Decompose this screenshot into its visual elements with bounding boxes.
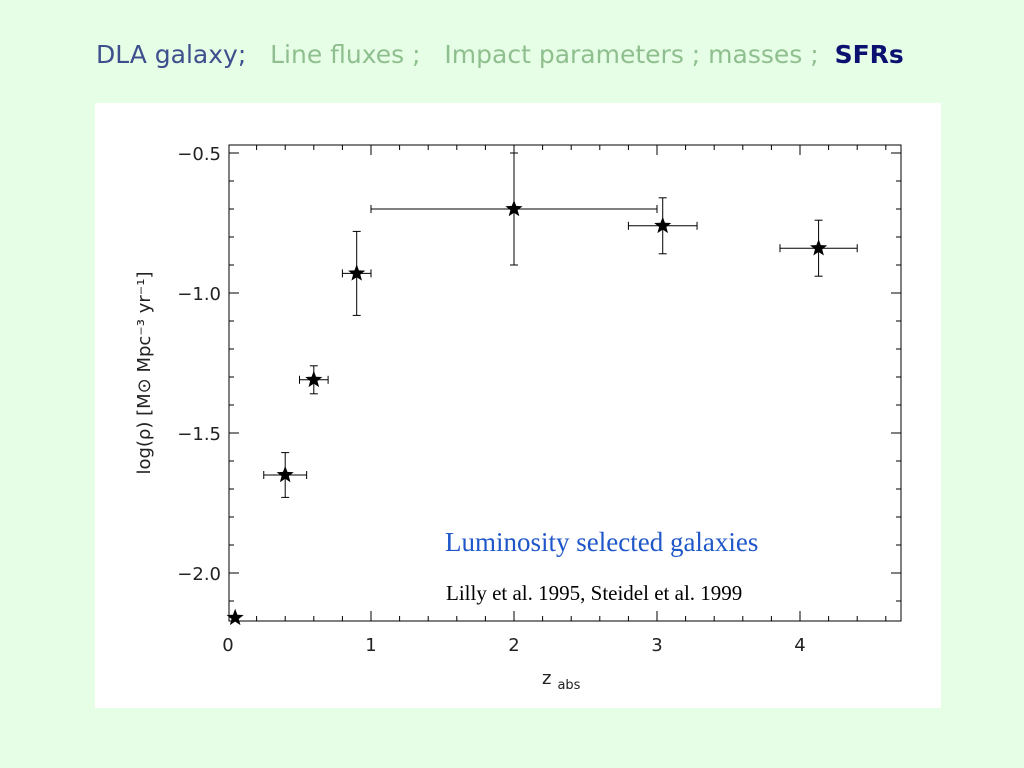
data-point-star bbox=[810, 239, 828, 256]
data-point-star bbox=[505, 200, 523, 217]
data-point-star bbox=[305, 370, 323, 388]
slide-title: DLA galaxy; Line fluxes ; Impact paramet… bbox=[96, 40, 904, 69]
title-part-dla: DLA galaxy; bbox=[96, 40, 247, 69]
annotation-citation: Lilly et al. 1995, Steidel et al. 1999 bbox=[446, 581, 743, 605]
title-part-line-fluxes: Line fluxes ; bbox=[270, 40, 421, 69]
y-tick-label: −2.0 bbox=[177, 564, 221, 585]
x-tick-label: 0 bbox=[222, 635, 233, 656]
plot-frame bbox=[228, 144, 902, 622]
x-tick-label: 4 bbox=[794, 635, 805, 656]
title-part-impact-masses: Impact parameters ; masses ; bbox=[444, 40, 819, 69]
annotation-luminosity: Luminosity selected galaxies bbox=[445, 527, 759, 557]
data-point-star bbox=[348, 264, 366, 281]
data-point-star bbox=[276, 466, 294, 483]
data-point-star bbox=[654, 216, 672, 234]
x-tick-label: 2 bbox=[508, 635, 519, 656]
data-point-star bbox=[226, 608, 244, 626]
y-axis-label: log(ρ) [M⊙ Mpc⁻³ yr⁻¹] bbox=[134, 271, 155, 474]
y-tick-label: −0.5 bbox=[177, 144, 221, 165]
y-tick-label: −1.5 bbox=[177, 424, 221, 445]
x-tick-label: 1 bbox=[365, 635, 376, 656]
title-part-sfrs: SFRs bbox=[834, 40, 904, 69]
x-axis-label: z abs bbox=[542, 668, 581, 693]
scatter-chart: 0 1 2 3 4 −2.0 −1.5 −1.0 −0.5 z abs log(ρ) [M⊙ Mpc⁻… bbox=[134, 144, 902, 693]
y-tick-label: −1.0 bbox=[177, 284, 221, 305]
plot-panel: 0 1 2 3 4 −2.0 −1.5 −1.0 −0.5 z abs log(ρ) [M⊙ Mpc⁻… bbox=[95, 103, 941, 708]
x-tick-label: 3 bbox=[651, 635, 662, 656]
